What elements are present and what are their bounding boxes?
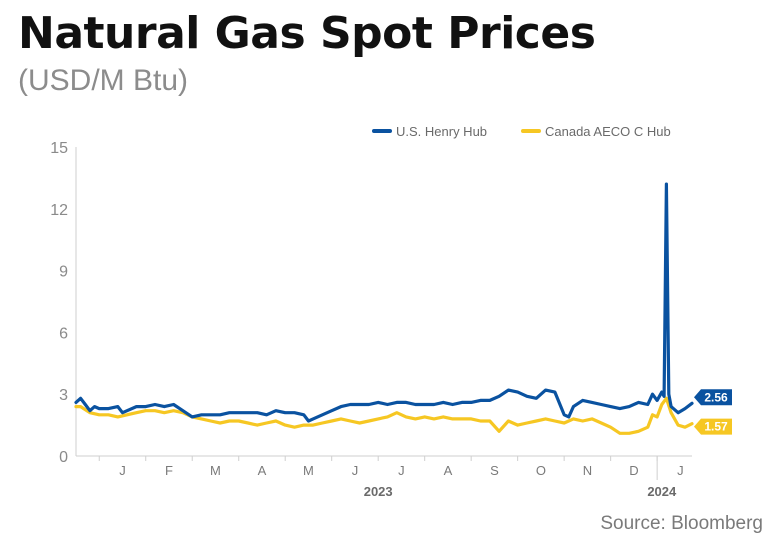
series-line-aeco	[74, 396, 694, 435]
legend-henry-hub-label: U.S. Henry Hub	[396, 124, 487, 139]
x-tick-label: O	[536, 463, 546, 478]
x-tick-label: D	[629, 463, 638, 478]
end-label-henry-hub-tag	[694, 389, 732, 406]
x-tick-label: M	[303, 463, 314, 478]
x-tick-label: A	[444, 463, 453, 478]
x-tick-label: M	[210, 463, 221, 478]
y-tick-label: 12	[50, 202, 68, 219]
year-label: 2024	[647, 484, 677, 499]
series-line-henry-hub	[74, 182, 694, 423]
end-label-aeco: 1.57	[704, 420, 728, 434]
x-tick-label: J	[119, 463, 126, 478]
chart-title: Natural Gas Spot Prices	[18, 8, 596, 59]
legend-aeco-label: Canada AECO C Hub	[545, 124, 671, 139]
x-tick-label: A	[258, 463, 267, 478]
y-tick-label: 9	[59, 264, 68, 281]
y-tick-label: 15	[50, 140, 68, 157]
x-axis: J F M A M J J A S O N D J 2023 2024	[76, 455, 692, 499]
y-tick-label: 6	[59, 325, 68, 342]
chart-subtitle: (USD/M Btu)	[18, 64, 189, 97]
end-label-henry-hub: 2.56	[704, 390, 728, 404]
series-lines	[74, 182, 694, 435]
x-tick-label: J	[677, 463, 684, 478]
year-label: 2023	[364, 484, 393, 499]
x-tick-label: J	[352, 463, 359, 478]
y-tick-label: 0	[59, 449, 68, 466]
x-tick-label: F	[165, 463, 173, 478]
y-tick-label: 3	[59, 387, 68, 404]
legend: U.S. Henry Hub Canada AECO C Hub	[372, 124, 671, 139]
x-tick-label: N	[583, 463, 592, 478]
x-tick-label: J	[398, 463, 405, 478]
source-note: Source: Bloomberg	[600, 513, 763, 534]
end-label-aeco-tag	[694, 418, 732, 435]
y-axis: 0 3 6 9 12 15	[50, 140, 77, 466]
end-labels: 2.56 1.57	[694, 389, 732, 435]
x-tick-label: S	[490, 463, 499, 478]
chart: 0 3 6 9 12 15 J F M A M J J A S O N D J 2023 2024 U.S. Henr…	[50, 124, 732, 499]
